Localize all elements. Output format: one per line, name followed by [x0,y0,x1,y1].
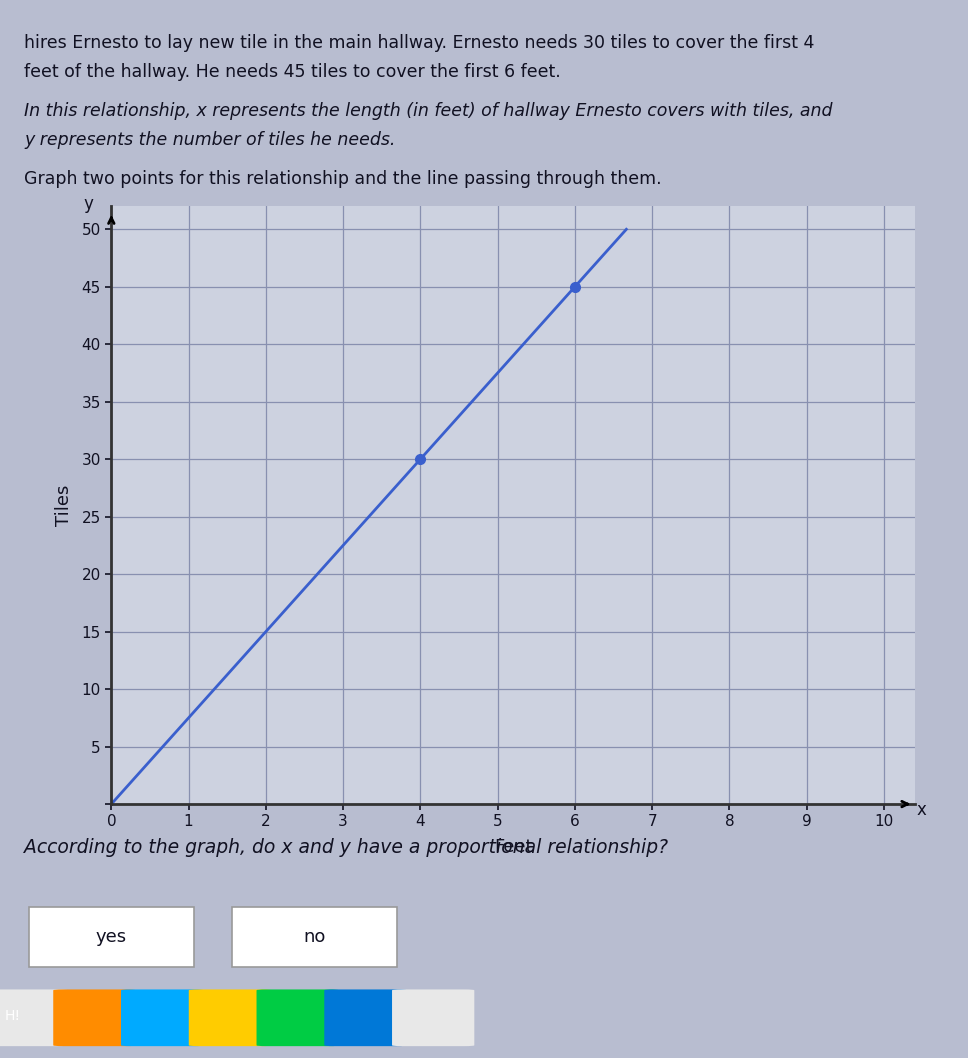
Text: In this relationship, x represents the length (in feet) of hallway Ernesto cover: In this relationship, x represents the l… [24,103,832,121]
FancyBboxPatch shape [324,989,407,1046]
FancyBboxPatch shape [257,989,339,1046]
X-axis label: Feet: Feet [494,838,532,856]
Text: H!: H! [5,1008,21,1023]
Text: yes: yes [96,928,127,946]
FancyBboxPatch shape [189,989,271,1046]
Text: no: no [303,928,326,946]
Text: x: x [917,801,926,819]
Text: feet of the hallway. He needs 45 tiles to cover the first 6 feet.: feet of the hallway. He needs 45 tiles t… [24,63,560,81]
Text: y represents the number of tiles he needs.: y represents the number of tiles he need… [24,131,396,149]
FancyBboxPatch shape [53,989,136,1046]
FancyBboxPatch shape [392,989,474,1046]
FancyBboxPatch shape [232,908,397,967]
FancyBboxPatch shape [29,908,194,967]
FancyBboxPatch shape [121,989,203,1046]
Text: According to the graph, do x and y have a proportional relationship?: According to the graph, do x and y have … [24,838,668,857]
Text: hires Ernesto to lay new tile in the main hallway. Ernesto needs 30 tiles to cov: hires Ernesto to lay new tile in the mai… [24,34,815,52]
Text: Graph two points for this relationship and the line passing through them.: Graph two points for this relationship a… [24,170,662,188]
Text: y: y [83,195,93,213]
FancyBboxPatch shape [0,989,68,1046]
Y-axis label: Tiles: Tiles [55,485,74,526]
